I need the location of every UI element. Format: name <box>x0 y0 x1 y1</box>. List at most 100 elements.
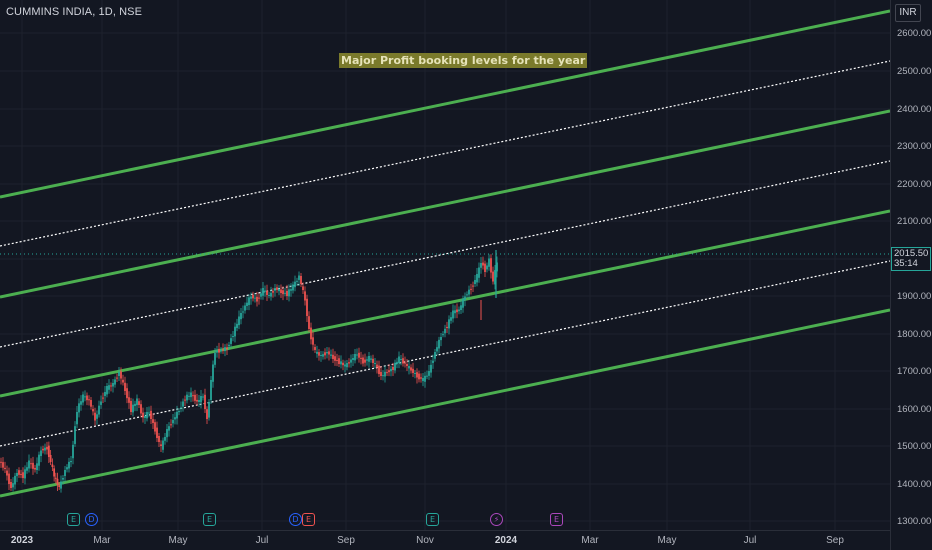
candle-body <box>314 347 316 350</box>
channel-line <box>0 9 890 199</box>
candle-body <box>374 363 376 364</box>
candle-body <box>458 309 460 312</box>
candle-body <box>86 395 88 401</box>
candle-body <box>290 289 292 291</box>
earnings-event-icon[interactable]: E <box>203 513 216 526</box>
candle-body <box>404 362 406 364</box>
candle-body <box>184 399 186 401</box>
candle-body <box>88 399 90 401</box>
time-tick: Sep <box>337 535 355 546</box>
candle-body <box>380 372 382 376</box>
candle-body <box>248 297 250 306</box>
candle-body <box>208 402 210 418</box>
candle-body <box>236 323 238 329</box>
dotted-channel-line <box>0 260 890 447</box>
dividend-event-icon[interactable]: D <box>85 513 98 526</box>
candle-body <box>356 354 358 356</box>
candle-body <box>346 363 348 368</box>
text-annotation[interactable]: Major Profit booking levels for the year <box>339 53 588 68</box>
earnings-event-icon[interactable]: E <box>67 513 80 526</box>
candle-body <box>46 446 48 450</box>
candle-body <box>466 294 468 296</box>
candle-body <box>210 380 212 400</box>
time-tick: Nov <box>416 535 434 546</box>
candle-body <box>146 412 148 419</box>
time-axis[interactable] <box>0 530 890 550</box>
candle-body <box>264 290 266 292</box>
candle-body <box>324 352 326 356</box>
candle-body <box>126 388 128 399</box>
candle-body <box>136 398 138 406</box>
candle-body <box>120 371 122 379</box>
candle-body <box>276 287 278 290</box>
candle-body <box>408 366 410 369</box>
candle-body <box>294 281 296 288</box>
candle-body <box>230 338 232 344</box>
candle-body <box>464 296 466 301</box>
time-tick: May <box>657 535 677 546</box>
candle-body <box>144 416 146 418</box>
candle-body <box>486 265 488 270</box>
candle-body <box>386 372 388 374</box>
price-axis[interactable] <box>890 0 932 550</box>
candle-body <box>336 359 338 361</box>
candle-body <box>204 394 206 409</box>
candle-body <box>152 419 154 423</box>
candle-body <box>428 371 430 376</box>
candle-body <box>382 375 384 377</box>
candle-body <box>358 352 360 358</box>
time-tick: May <box>168 535 188 546</box>
candle-body <box>412 368 414 373</box>
candle-body <box>134 403 136 407</box>
price-tick: 1300.00 <box>897 516 932 527</box>
candle-body <box>328 351 330 355</box>
candle-body <box>462 298 464 308</box>
earnings-event-icon[interactable]: E <box>426 513 439 526</box>
candle-body <box>40 450 42 457</box>
candle-body <box>108 385 110 390</box>
candle-body <box>112 383 114 387</box>
candle-body <box>302 286 304 290</box>
candle-body <box>222 349 224 351</box>
candle-body <box>122 379 124 383</box>
candle-body <box>174 417 176 420</box>
currency-badge[interactable]: INR <box>895 4 921 22</box>
candle-body <box>496 262 498 272</box>
candle-body <box>378 365 380 374</box>
candle-body <box>72 444 74 459</box>
candle-body <box>118 372 120 376</box>
price-tick: 1700.00 <box>897 366 932 377</box>
candle-body <box>482 262 484 266</box>
last-price-value: 2015.50 <box>894 248 929 259</box>
symbol-title[interactable]: CUMMINS INDIA, 1D, NSE <box>6 6 143 18</box>
price-chart[interactable] <box>0 0 890 530</box>
split-event-icon[interactable]: ⚡ <box>490 513 503 526</box>
candle-body <box>446 326 448 328</box>
candle-body <box>334 356 336 361</box>
candle-body <box>212 364 214 382</box>
candle-body <box>366 359 368 361</box>
price-tick: 2600.00 <box>897 28 932 39</box>
candle-body <box>186 394 188 401</box>
candle-body <box>488 258 490 267</box>
candle-body <box>22 472 24 478</box>
candle-body <box>92 409 94 412</box>
candle-body <box>106 386 108 395</box>
candle-body <box>406 364 408 366</box>
candle-body <box>42 448 44 451</box>
candle-body <box>400 359 402 360</box>
earnings-event-icon[interactable]: E <box>550 513 563 526</box>
candle-body <box>94 412 96 421</box>
channel-lines <box>0 9 890 498</box>
candle-body <box>32 462 34 469</box>
candle-body <box>444 328 446 334</box>
candle-body <box>100 401 102 405</box>
dotted-channel-line <box>0 160 890 348</box>
candle-body <box>160 444 162 446</box>
dividend-event-icon[interactable]: D <box>289 513 302 526</box>
candle-body <box>16 473 18 477</box>
candle-body <box>47 445 50 457</box>
earnings-event-icon[interactable]: E <box>302 513 315 526</box>
chart-area[interactable]: CUMMINS INDIA, 1D, NSE Major Profit book… <box>0 0 890 530</box>
channel-line <box>0 109 890 299</box>
